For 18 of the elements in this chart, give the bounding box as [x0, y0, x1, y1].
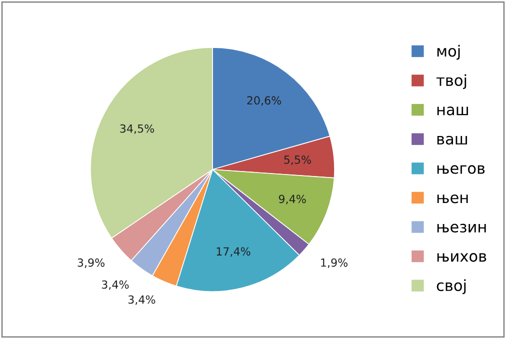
data-label: 9,4% — [278, 194, 306, 204]
data-label: 3,9% — [78, 258, 105, 268]
legend-label: наш — [437, 106, 468, 116]
legend-label: њен — [437, 194, 468, 204]
legend-label: ваш — [437, 136, 467, 145]
data-label: 1,9% — [321, 258, 348, 268]
data-label: 3,4% — [102, 280, 129, 290]
data-label: 5,5% — [284, 155, 311, 166]
legend-label: њихов — [437, 253, 486, 262]
data-label: 34,5% — [120, 124, 154, 134]
data-label: 20,6% — [247, 96, 282, 106]
legend-label: мој — [437, 44, 460, 60]
legend-label: њезин — [437, 224, 486, 233]
legend-label: његов — [437, 165, 485, 174]
legend-label: твој — [436, 74, 466, 89]
legend-label: свој — [436, 279, 466, 294]
data-label: 17,4% — [216, 247, 250, 257]
data-label: 3,4% — [128, 295, 156, 305]
